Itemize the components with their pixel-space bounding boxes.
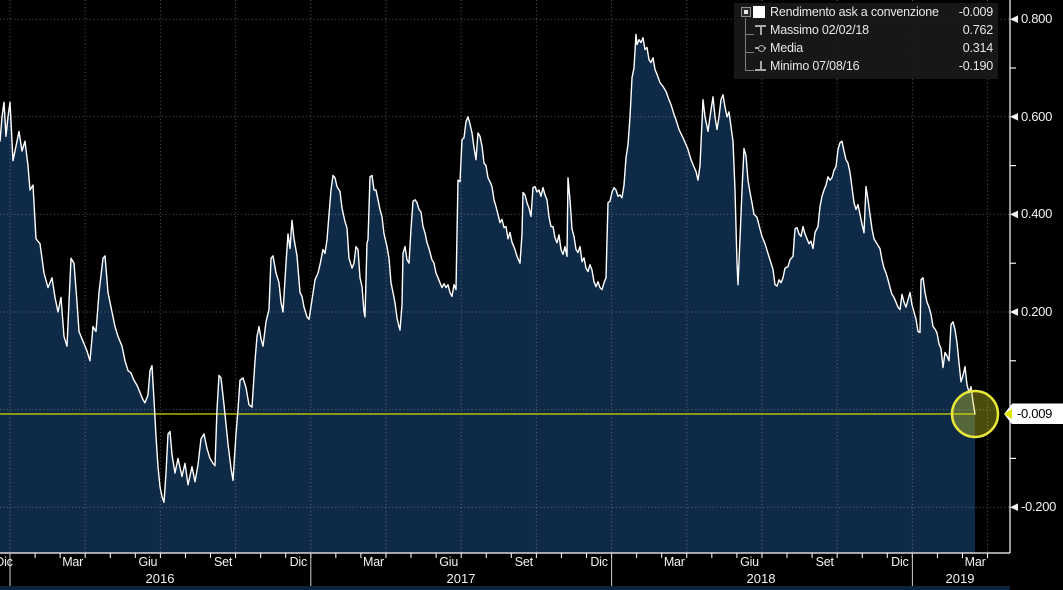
x-axis-month-label: Mar	[663, 555, 685, 569]
last-point-highlight-circle	[950, 389, 1000, 439]
series-value: -0.009	[958, 5, 993, 19]
current-value-label: -0.009	[1017, 406, 1053, 422]
max-whisker-icon	[755, 25, 766, 35]
legend-row-series[interactable]: Rendimento ask a convenzione -0.009	[734, 3, 998, 21]
legend-row-minimo[interactable]: Minimo 07/08/16 -0.190	[734, 57, 998, 75]
x-axis-month-label: Dic	[590, 555, 608, 569]
legend-row-media[interactable]: Media 0.314	[734, 39, 998, 57]
x-axis-month-label: Giu	[439, 555, 459, 569]
current-value-badge: -0.009	[1004, 403, 1063, 425]
series-line	[0, 33, 976, 503]
mean-marker-icon	[755, 43, 766, 53]
legend-tree-stub	[745, 70, 754, 71]
x-axis-month-label: Giu	[740, 555, 759, 569]
massimo-value: 0.762	[962, 23, 993, 37]
badge-yellow-arrow-icon	[1004, 408, 1012, 419]
x-axis-year-label: 2016	[145, 571, 175, 586]
x-axis-month-label: Dic	[289, 555, 308, 569]
legend-row-massimo[interactable]: Massimo 02/02/18 0.762	[734, 21, 998, 39]
legend-panel: Rendimento ask a convenzione -0.009 Mass…	[734, 3, 998, 79]
x-axis-month-label: Dic	[0, 555, 13, 569]
y-major-tick-arrow-icon	[1010, 15, 1018, 23]
x-axis-month-label: Mar	[363, 555, 384, 569]
x-axis-year-label: 2018	[746, 571, 776, 586]
massimo-label: Massimo 02/02/18	[770, 23, 869, 37]
legend-expand-icon[interactable]	[741, 7, 751, 17]
x-axis-year-label: 2017	[446, 571, 476, 586]
legend-tree-stub	[745, 52, 754, 53]
y-axis-label: 0.600	[1021, 108, 1053, 124]
y-axis-label: 0.400	[1021, 206, 1053, 222]
x-axis-month-label: Dic	[891, 555, 909, 569]
minimo-label: Minimo 07/08/16	[770, 59, 860, 73]
media-value: 0.314	[962, 41, 993, 55]
minimo-value: -0.190	[958, 59, 993, 73]
bottom-strip	[0, 586, 1010, 590]
series-color-swatch-icon	[753, 6, 765, 18]
series-label: Rendimento ask a convenzione	[770, 5, 939, 19]
media-label: Media	[770, 41, 804, 55]
x-axis-month-label: Set	[214, 555, 233, 569]
series-area-fill	[0, 34, 975, 554]
y-axis-label: 0.800	[1021, 11, 1053, 27]
x-axis-month-label: Mar	[964, 555, 986, 569]
y-axis-label: 0.200	[1021, 304, 1053, 319]
x-axis-month-label: Set	[514, 555, 533, 569]
x-axis-month-label: Mar	[62, 555, 84, 569]
legend-tree-line	[745, 18, 746, 70]
y-major-tick-arrow-icon	[1010, 113, 1018, 121]
y-major-tick-arrow-icon	[1010, 210, 1018, 219]
legend-tree-stub	[745, 34, 754, 35]
x-axis-year-label: 2019	[945, 571, 975, 586]
y-major-tick-arrow-icon	[1010, 308, 1018, 316]
x-axis-month-label: Giu	[138, 555, 158, 569]
x-axis-month-label: Set	[815, 555, 834, 569]
y-major-tick-arrow-icon	[1010, 503, 1018, 511]
min-whisker-icon	[755, 61, 766, 71]
y-axis-label: -0.200	[1021, 499, 1057, 515]
